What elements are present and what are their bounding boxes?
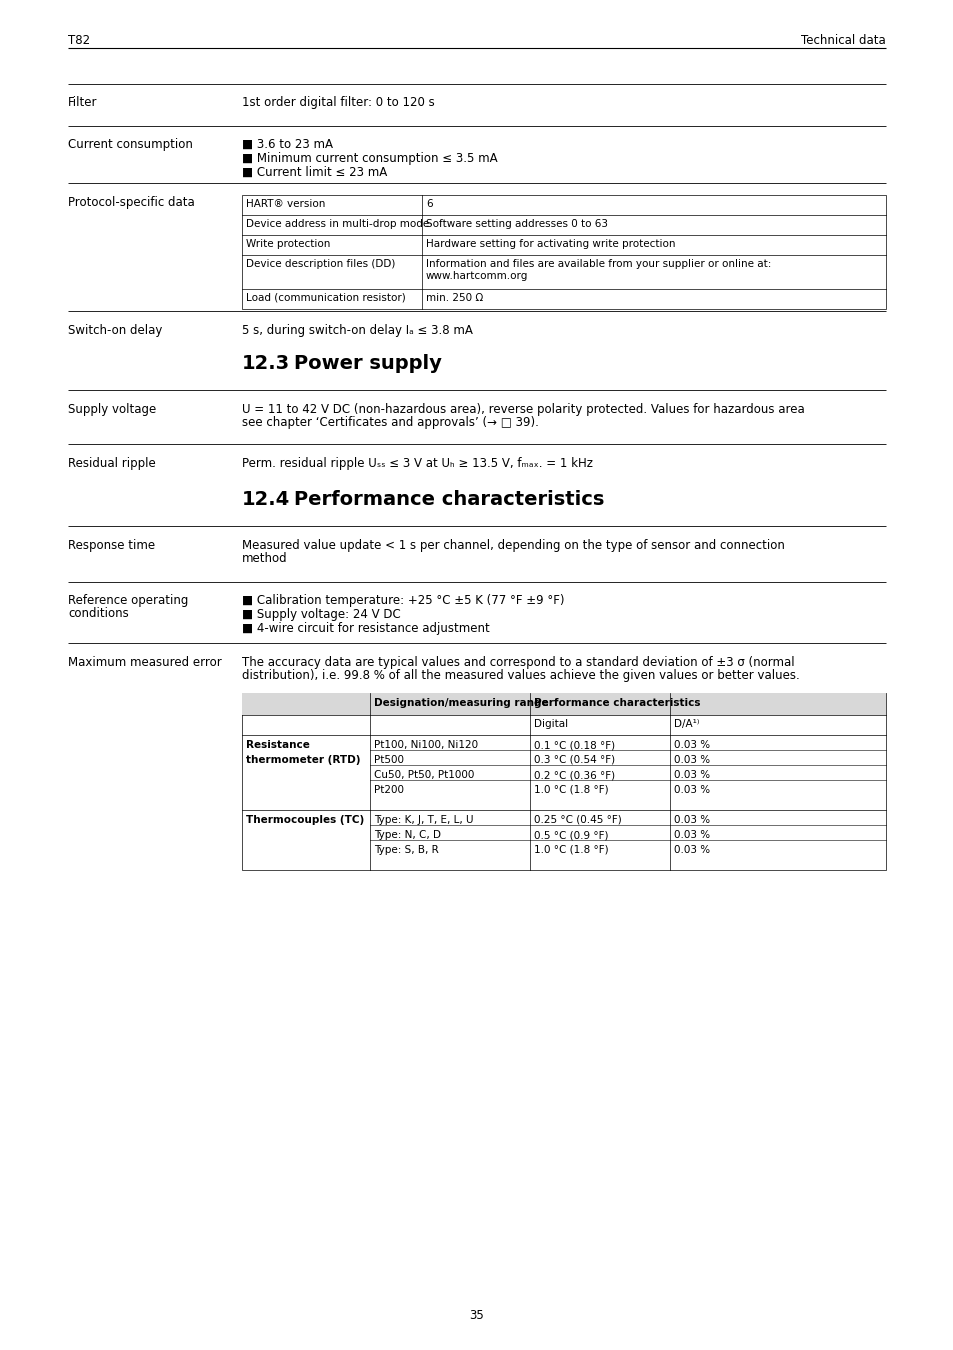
Text: Device description files (DD): Device description files (DD) — [246, 259, 395, 269]
Text: 0.2 °C (0.36 °F): 0.2 °C (0.36 °F) — [534, 769, 615, 780]
Text: 0.03 %: 0.03 % — [673, 845, 709, 855]
Text: 0.1 °C (0.18 °F): 0.1 °C (0.18 °F) — [534, 740, 615, 751]
Text: Write protection: Write protection — [246, 239, 330, 248]
Text: ■ Current limit ≤ 23 mA: ■ Current limit ≤ 23 mA — [242, 166, 387, 180]
Text: 6: 6 — [426, 198, 432, 209]
Text: Pt200: Pt200 — [374, 784, 403, 795]
Text: Measured value update < 1 s per channel, depending on the type of sensor and con: Measured value update < 1 s per channel,… — [242, 539, 784, 552]
Text: ■ Supply voltage: 24 V DC: ■ Supply voltage: 24 V DC — [242, 608, 400, 621]
Text: Thermocouples (TC): Thermocouples (TC) — [246, 815, 364, 825]
Text: see chapter ‘Certificates and approvals’ (→ □ 39).: see chapter ‘Certificates and approvals’… — [242, 416, 538, 429]
Text: min. 250 Ω: min. 250 Ω — [426, 293, 483, 302]
Text: ■ 3.6 to 23 mA: ■ 3.6 to 23 mA — [242, 138, 333, 151]
Text: 12.4: 12.4 — [242, 490, 290, 509]
Text: method: method — [242, 552, 287, 566]
Text: 0.03 %: 0.03 % — [673, 755, 709, 765]
Text: conditions: conditions — [68, 608, 129, 620]
Text: 0.3 °C (0.54 °F): 0.3 °C (0.54 °F) — [534, 755, 615, 765]
Text: Designation/measuring range: Designation/measuring range — [374, 698, 548, 707]
Text: ■ 4-wire circuit for resistance adjustment: ■ 4-wire circuit for resistance adjustme… — [242, 622, 489, 634]
Text: www.hartcomm.org: www.hartcomm.org — [426, 271, 528, 281]
Text: 0.03 %: 0.03 % — [673, 769, 709, 780]
Text: 35: 35 — [469, 1310, 484, 1322]
Text: Reference operating: Reference operating — [68, 594, 188, 608]
Text: Power supply: Power supply — [294, 354, 441, 373]
Text: D/A¹⁾: D/A¹⁾ — [673, 720, 699, 729]
Bar — [242, 194, 885, 309]
Text: 1st order digital filter: 0 to 120 s: 1st order digital filter: 0 to 120 s — [242, 96, 435, 109]
Text: 0.03 %: 0.03 % — [673, 815, 709, 825]
Text: Resistance: Resistance — [246, 740, 310, 751]
Text: 12.3: 12.3 — [242, 354, 290, 373]
Text: 0.03 %: 0.03 % — [673, 784, 709, 795]
Text: Cu50, Pt50, Pt1000: Cu50, Pt50, Pt1000 — [374, 769, 474, 780]
Text: ■ Minimum current consumption ≤ 3.5 mA: ■ Minimum current consumption ≤ 3.5 mA — [242, 153, 497, 165]
Text: ■ Calibration temperature: +25 °C ±5 K (77 °F ±9 °F): ■ Calibration temperature: +25 °C ±5 K (… — [242, 594, 564, 608]
Text: Residual ripple: Residual ripple — [68, 458, 155, 470]
Text: Response time: Response time — [68, 539, 155, 552]
Text: Pt500: Pt500 — [374, 755, 403, 765]
Text: Filter: Filter — [68, 96, 97, 109]
Text: Current consumption: Current consumption — [68, 138, 193, 151]
Text: Pt100, Ni100, Ni120: Pt100, Ni100, Ni120 — [374, 740, 477, 751]
Text: The accuracy data are typical values and correspond to a standard deviation of ±: The accuracy data are typical values and… — [242, 656, 794, 670]
Text: 5 s, during switch-on delay Iₐ ≤ 3.8 mA: 5 s, during switch-on delay Iₐ ≤ 3.8 mA — [242, 324, 473, 338]
Text: Load (communication resistor): Load (communication resistor) — [246, 293, 405, 302]
Text: Performance characteristics: Performance characteristics — [534, 698, 700, 707]
Text: 0.5 °C (0.9 °F): 0.5 °C (0.9 °F) — [534, 830, 608, 840]
Text: T82: T82 — [68, 34, 90, 47]
Text: 0.25 °C (0.45 °F): 0.25 °C (0.45 °F) — [534, 815, 621, 825]
Text: Technical data: Technical data — [801, 34, 885, 47]
Text: Performance characteristics: Performance characteristics — [294, 490, 604, 509]
Text: Type: S, B, R: Type: S, B, R — [374, 845, 438, 855]
Text: thermometer (RTD): thermometer (RTD) — [246, 755, 360, 765]
Text: HART® version: HART® version — [246, 198, 325, 209]
Text: Type: K, J, T, E, L, U: Type: K, J, T, E, L, U — [374, 815, 473, 825]
Text: Perm. residual ripple Uₛₛ ≤ 3 V at Uₕ ≥ 13.5 V, fₘₐₓ. = 1 kHz: Perm. residual ripple Uₛₛ ≤ 3 V at Uₕ ≥ … — [242, 458, 593, 470]
Text: 1.0 °C (1.8 °F): 1.0 °C (1.8 °F) — [534, 845, 608, 855]
Text: Supply voltage: Supply voltage — [68, 404, 156, 416]
Bar — [242, 693, 885, 716]
Text: Protocol-specific data: Protocol-specific data — [68, 196, 194, 209]
Text: Information and files are available from your supplier or online at:: Information and files are available from… — [426, 259, 771, 269]
Text: U = 11 to 42 V DC (non-hazardous area), reverse polarity protected. Values for h: U = 11 to 42 V DC (non-hazardous area), … — [242, 404, 804, 416]
Text: 0.03 %: 0.03 % — [673, 740, 709, 751]
Text: Maximum measured error: Maximum measured error — [68, 656, 221, 670]
Text: Device address in multi-drop mode: Device address in multi-drop mode — [246, 219, 429, 230]
Text: Type: N, C, D: Type: N, C, D — [374, 830, 440, 840]
Text: Switch-on delay: Switch-on delay — [68, 324, 162, 338]
Bar — [242, 693, 885, 869]
Text: 0.03 %: 0.03 % — [673, 830, 709, 840]
Text: Digital: Digital — [534, 720, 568, 729]
Text: Software setting addresses 0 to 63: Software setting addresses 0 to 63 — [426, 219, 607, 230]
Text: 1.0 °C (1.8 °F): 1.0 °C (1.8 °F) — [534, 784, 608, 795]
Text: Hardware setting for activating write protection: Hardware setting for activating write pr… — [426, 239, 675, 248]
Text: distribution), i.e. 99.8 % of all the measured values achieve the given values o: distribution), i.e. 99.8 % of all the me… — [242, 670, 799, 682]
